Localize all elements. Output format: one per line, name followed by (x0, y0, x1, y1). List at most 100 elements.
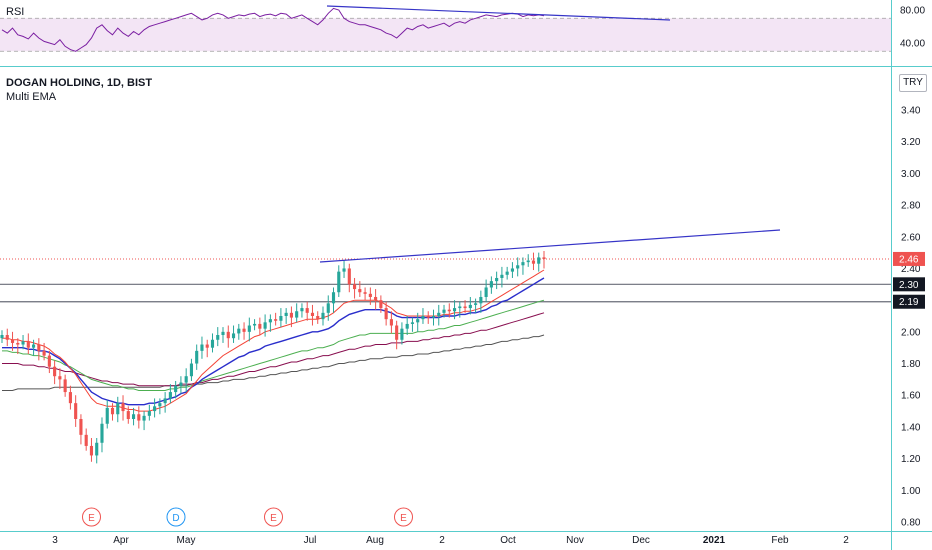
candle-body (352, 284, 357, 290)
candle-body (484, 287, 488, 297)
candle-body (189, 363, 194, 377)
x-tick-label: Apr (113, 535, 129, 546)
candle-body (105, 407, 109, 424)
candle-body (74, 403, 78, 419)
candle-body (458, 306, 462, 309)
candle-body (463, 306, 467, 309)
candle-body (363, 292, 367, 294)
x-tick-label: May (177, 535, 196, 546)
candle-body (153, 406, 157, 412)
price-tag-label: 2.46 (899, 254, 919, 265)
candle-body (416, 319, 420, 323)
candle-body (279, 316, 283, 321)
candle-body (326, 303, 330, 313)
ema-50-line (2, 299, 545, 391)
candle-body (142, 415, 146, 421)
candle-body (32, 344, 36, 348)
price-tag-label: 2.19 (899, 297, 919, 308)
price-tag (893, 251, 925, 266)
candle-body (431, 316, 436, 318)
rsi-tick-label: 80.00 (900, 6, 925, 17)
candle-body (300, 308, 304, 312)
price-tag-label: 2.30 (899, 280, 919, 291)
candle-body (274, 319, 278, 321)
candle-body (489, 281, 493, 288)
candle-body (42, 350, 46, 356)
rsi-tick-label: 40.00 (900, 39, 925, 50)
candle-body (474, 303, 478, 305)
y-tick-label: 3.00 (901, 169, 921, 180)
candle-body (379, 300, 383, 309)
ema-100-line (2, 312, 545, 387)
candle-body (289, 312, 293, 318)
candle-body (0, 335, 4, 339)
candle-body (437, 312, 441, 316)
candle-body (452, 308, 457, 312)
candle-body (253, 323, 257, 326)
candle-body (268, 319, 272, 323)
candle-body (231, 333, 236, 339)
candle-body (479, 296, 483, 304)
candle-body (58, 376, 62, 380)
candle-body (468, 304, 472, 309)
candle-body (121, 403, 125, 412)
symbol-title: DOGAN HOLDING, 1D, BIST (6, 77, 153, 89)
candle-body (116, 403, 120, 415)
x-tick-label: Oct (500, 535, 516, 546)
candle-body (63, 379, 67, 393)
currency-badge[interactable]: TRY (899, 74, 927, 92)
event-marker-label: E (400, 513, 407, 524)
x-tick-label: 2021 (703, 535, 726, 546)
y-tick-label: 1.40 (901, 422, 921, 433)
candle-body (342, 268, 346, 272)
y-tick-label: 2.80 (901, 201, 921, 212)
candle-body (195, 350, 199, 364)
candle-body (400, 328, 404, 340)
candle-body (168, 392, 172, 399)
x-tick-label: 2 (439, 535, 445, 546)
candle-body (163, 398, 167, 404)
y-tick-label: 3.40 (901, 106, 921, 117)
candle-body (310, 312, 315, 316)
candle-body (426, 316, 430, 318)
candle-body (316, 316, 320, 320)
x-tick-label: Jul (304, 535, 317, 546)
candle-body (184, 376, 188, 383)
candle-body (47, 355, 51, 367)
candle-body (68, 392, 72, 404)
candle-body (205, 344, 209, 348)
candle-body (174, 385, 178, 393)
candle-body (216, 335, 220, 340)
rsi-band (0, 18, 891, 52)
rsi-line (1, 7, 545, 52)
candle-body (137, 414, 141, 421)
candle-body (100, 423, 104, 443)
candle-body (210, 339, 215, 348)
ema-mid-line (2, 277, 545, 406)
candle-body (284, 312, 288, 316)
candle-body (505, 271, 509, 275)
ema-fast-line (2, 269, 545, 412)
y-tick-label: 2.40 (901, 264, 921, 275)
candle-body (226, 331, 230, 339)
candle-body (242, 328, 246, 332)
y-tick-label: 1.60 (901, 391, 921, 402)
candle-body (321, 312, 325, 320)
candle-body (521, 262, 525, 266)
y-tick-label: 1.00 (901, 486, 921, 497)
x-tick-label: Feb (771, 535, 789, 546)
indicator-title: Multi EMA (6, 91, 57, 103)
candle-body (37, 344, 41, 351)
event-marker-label: D (172, 513, 179, 524)
candle-body (500, 274, 504, 278)
candle-body (84, 434, 88, 446)
y-tick-label: 3.20 (901, 137, 921, 148)
candle-body (147, 411, 151, 416)
candle-body (16, 342, 20, 345)
candle-body (389, 319, 393, 326)
candle-body (131, 414, 136, 419)
candle-body (384, 308, 388, 320)
candle-body (89, 445, 94, 456)
